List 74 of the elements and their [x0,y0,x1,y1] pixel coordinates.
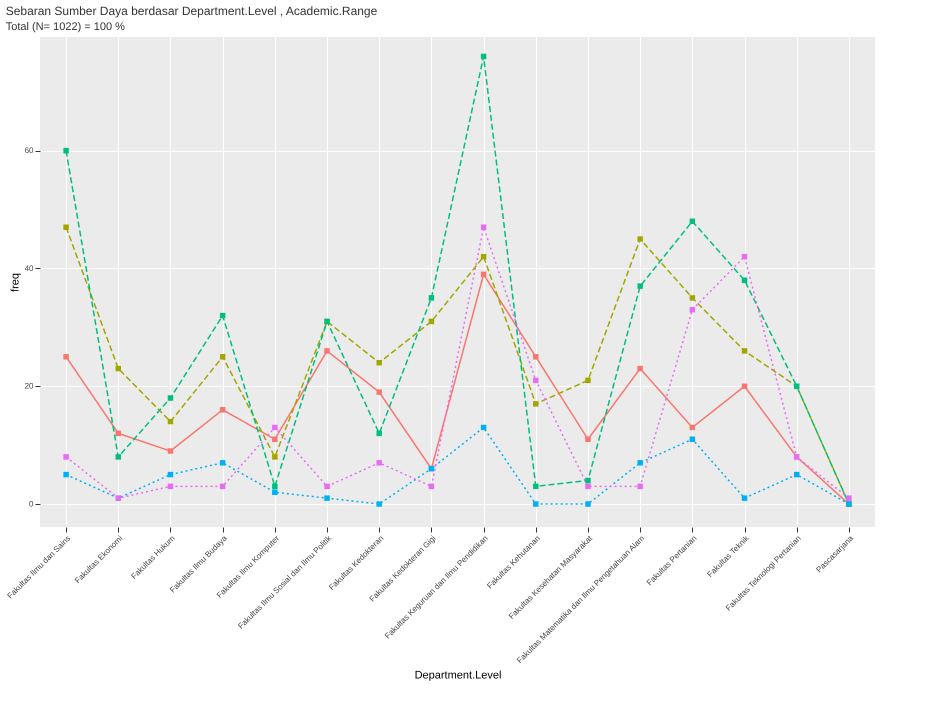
point [168,418,174,424]
point [324,348,330,354]
point [637,283,643,289]
point [637,236,643,242]
x-axis-title: Department.Level [414,669,502,682]
point [272,436,278,442]
point [376,389,382,395]
point [585,484,591,490]
point [742,348,748,354]
point [690,436,696,442]
point [63,354,69,360]
point [585,378,591,384]
point [533,354,539,360]
point [480,224,486,230]
point [585,478,591,484]
y-tick-label: 60 [24,146,34,156]
point [690,424,696,430]
point [637,366,643,372]
point [585,501,591,507]
point [63,472,69,478]
point [376,460,382,466]
point [116,430,122,436]
point [637,484,643,490]
point [428,484,434,490]
point [690,295,696,301]
point [480,272,486,278]
point [324,495,330,501]
point [63,148,69,154]
y-tick-label: 20 [24,382,34,391]
point [480,424,486,430]
point [63,454,69,460]
point [272,454,278,460]
y-tick-label: 40 [24,264,34,273]
chart-title: Sebaran Sumber Daya berdasar Department.Level , Academic.Range [6,4,378,18]
point [742,384,748,389]
point [220,407,226,413]
point [637,460,643,466]
chart-subtitle: Total (N= 1022) = 100 % [6,21,126,33]
point [533,401,539,407]
point [116,454,122,460]
point [794,472,800,478]
point [168,448,174,454]
point [533,378,539,384]
point [742,277,748,283]
point [376,430,382,436]
y-axis-title: freq [10,273,22,292]
point [63,224,69,230]
point [220,354,226,360]
point [742,254,748,260]
point [376,501,382,507]
point [428,295,434,301]
y-tick-label: 0 [29,500,34,509]
point [220,312,226,318]
point [272,490,278,495]
point [480,54,486,60]
point [324,484,330,490]
point [533,484,539,490]
point [533,501,539,507]
point [272,484,278,490]
point [116,366,122,372]
point [742,495,748,501]
point [220,460,226,466]
point [690,218,696,224]
point [846,495,852,501]
point [168,395,174,401]
point [585,436,591,442]
point [480,254,486,260]
point [690,306,696,312]
point [376,360,382,366]
point [272,424,278,430]
point [220,484,226,490]
point [168,484,174,490]
point [168,472,174,478]
point [428,318,434,324]
